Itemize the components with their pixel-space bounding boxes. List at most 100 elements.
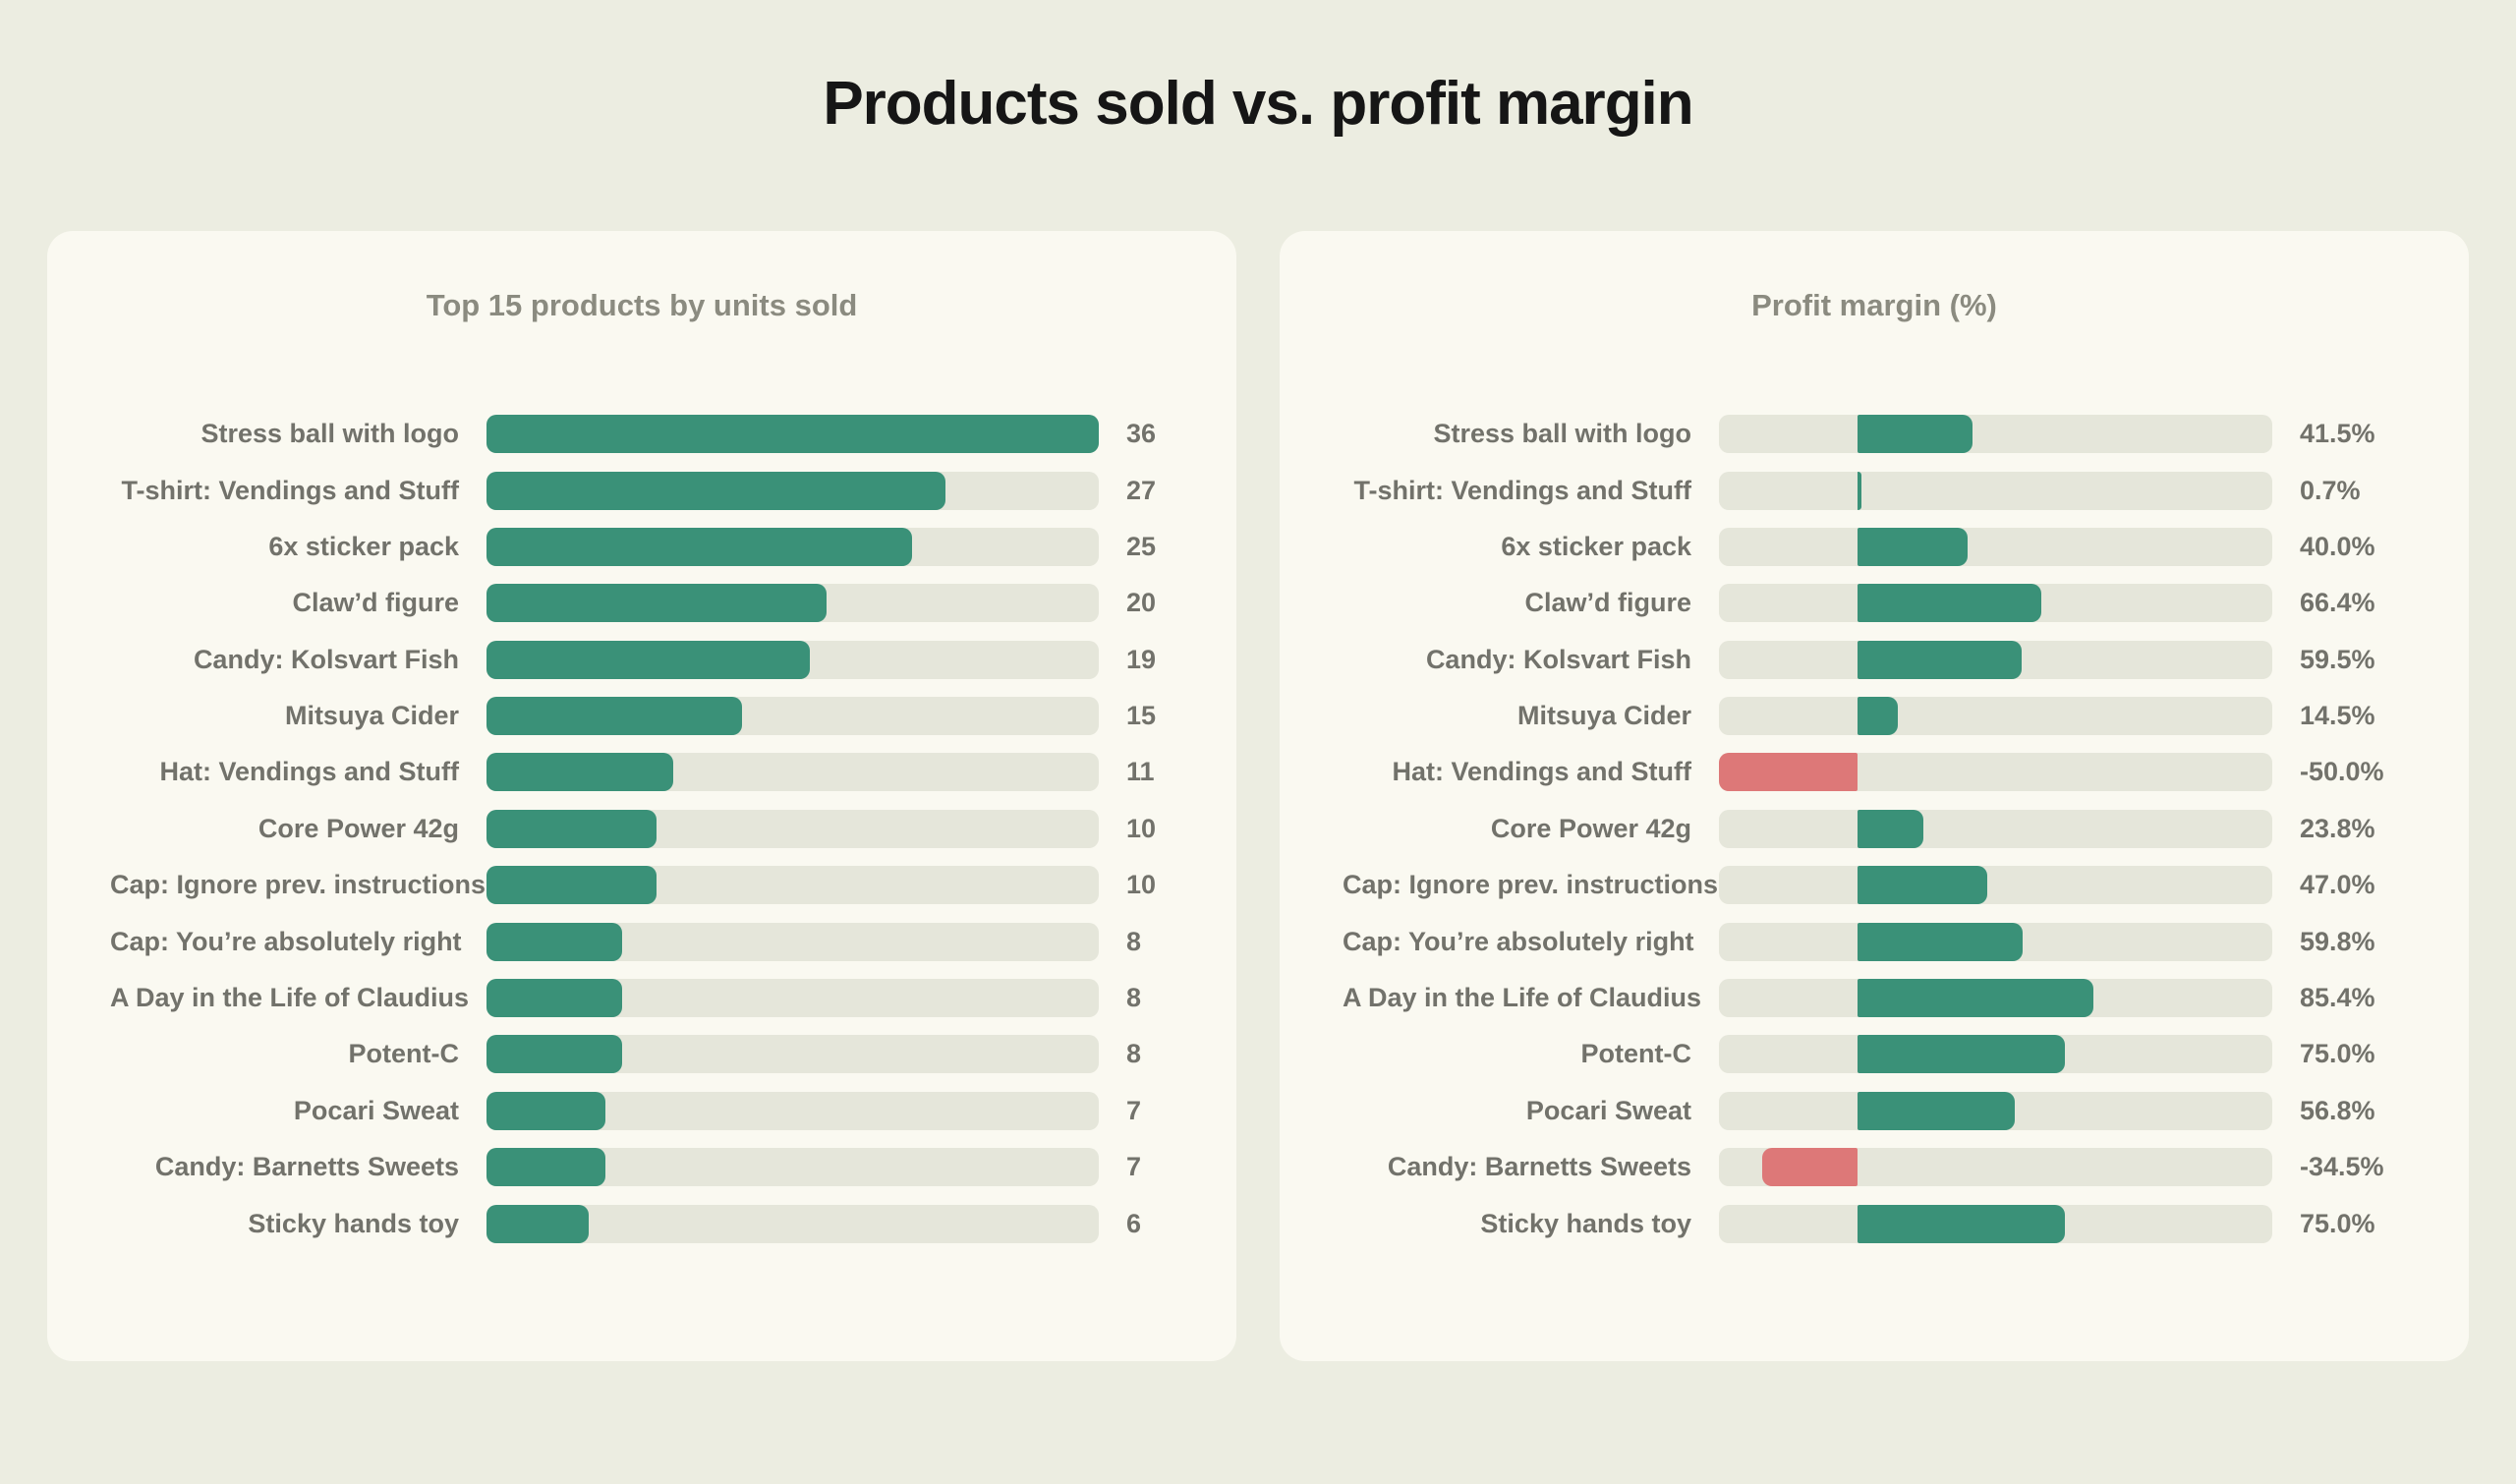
product-label: Candy: Barnetts Sweets [1387,1152,1691,1182]
positive-bar [486,922,623,961]
value-label: -50.0% [2300,757,2384,787]
product-label: 6x sticker pack [1501,531,1691,561]
bar-track [486,584,1099,623]
profit-margin-card: Profit margin (%) Stress ball with logo 4… [1280,231,2469,1362]
positive-bar [486,697,742,736]
chart-row: Stress ball with logo 36 [110,406,1173,462]
value-label: 23.8% [2300,813,2375,843]
product-label: A Day in the Life of Claudius [110,983,470,1013]
product-label: Hat: Vendings and Stuff [159,757,459,787]
positive-bar [1857,922,2024,961]
positive-bar [486,753,674,792]
product-label: Cap: Ignore prev. instructions [110,870,486,900]
positive-bar [1857,809,1923,848]
value-label: 8 [1126,983,1142,1013]
value-label: 25 [1126,531,1157,561]
value-label: 8 [1126,1039,1142,1069]
product-label: Candy: Kolsvart Fish [1425,644,1691,674]
positive-bar [1857,1035,2065,1074]
product-label: Sticky hands toy [248,1208,459,1238]
value-label: 6 [1126,1208,1142,1238]
chart-row: Hat: Vendings and Stuff 11 [110,744,1173,800]
positive-bar [1857,584,2041,623]
value-label: 41.5% [2300,419,2375,449]
chart-row: Cap: Ignore prev. instructions 10 [110,857,1173,913]
bar-track [1719,1204,2272,1243]
product-label: T-shirt: Vendings and Stuff [1353,475,1692,505]
value-label: 40.0% [2300,531,2375,561]
product-label: Core Power 42g [257,813,459,843]
bar-track [486,1148,1099,1187]
positive-bar [1857,1091,2015,1130]
positive-bar [1857,866,1988,905]
bar-track [486,922,1099,961]
chart-row: 6x sticker pack 40.0% [1343,519,2406,575]
negative-bar [1761,1148,1858,1187]
bar-track [1719,640,2272,679]
chart-row: Hat: Vendings and Stuff -50.0% [1343,744,2406,800]
bar-track [1719,584,2272,623]
dashboard: { "page_title": "Products sold vs. profi… [0,69,2516,1484]
bar-track [1719,1091,2272,1130]
bar-track [486,471,1099,510]
positive-bar [1857,527,1969,566]
chart-row: Candy: Barnetts Sweets 7 [110,1139,1173,1195]
product-label: Claw’d figure [1524,588,1691,618]
positive-bar [486,415,1099,454]
chart-row: Candy: Kolsvart Fish 19 [110,632,1173,688]
product-label: Candy: Kolsvart Fish [193,644,459,674]
value-label: 7 [1126,1152,1142,1182]
positive-bar [486,640,810,679]
units-sold-card-title: Top 15 products by units sold [426,288,858,323]
value-label: 10 [1126,813,1157,843]
chart-row: Core Power 42g 10 [110,801,1173,857]
bar-track [486,1035,1099,1074]
positive-bar [1857,415,1973,454]
chart-row: Claw’d figure 20 [110,575,1173,631]
chart-row: Potent-C 75.0% [1343,1026,2406,1082]
positive-bar [486,584,828,623]
product-label: Potent-C [348,1039,459,1069]
bar-track [486,415,1099,454]
positive-bar [486,1035,623,1074]
bar-track [1719,922,2272,961]
bar-track [486,527,1099,566]
page-title: Products sold vs. profit margin [823,70,1693,138]
bar-track [1719,809,2272,848]
positive-bar [486,527,912,566]
positive-bar [1857,1204,2065,1243]
value-label: 85.4% [2300,983,2375,1013]
bar-track [486,1091,1099,1130]
chart-row: Pocari Sweat 56.8% [1343,1083,2406,1139]
bar-track [486,809,1099,848]
product-label: Potent-C [1580,1039,1691,1069]
bar-track [1719,415,2272,454]
bar-track [1719,1148,2272,1187]
positive-bar [486,809,658,848]
product-label: A Day in the Life of Claudius [1343,983,1702,1013]
product-label: Stress ball with logo [1433,419,1691,449]
product-label: Pocari Sweat [1525,1095,1691,1125]
bar-track [486,979,1099,1018]
positive-bar [486,1091,606,1130]
product-label: Mitsuya Cider [1516,701,1691,731]
product-label: Pocari Sweat [293,1095,459,1125]
chart-row: Cap: You’re absolutely right 8 [110,913,1173,969]
bar-track [486,866,1099,905]
bar-track [1719,979,2272,1018]
product-label: Candy: Barnetts Sweets [154,1152,459,1182]
positive-bar [1857,979,2094,1018]
product-label: Cap: Ignore prev. instructions [1343,870,1719,900]
profit-margin-bar-chart: Stress ball with logo 41.5% T-shirt: Vendi… [1343,406,2406,1252]
product-label: Stress ball with logo [200,419,459,449]
value-label: 75.0% [2300,1208,2375,1238]
bar-track [1719,471,2272,510]
chart-row: Candy: Kolsvart Fish 59.5% [1343,632,2406,688]
profit-margin-card-title: Profit margin (%) [1751,288,1997,323]
chart-row: Cap: Ignore prev. instructions 47.0% [1343,857,2406,913]
value-label: 7 [1126,1095,1142,1125]
value-label: 27 [1126,475,1157,505]
positive-bar [486,866,658,905]
chart-row: Potent-C 8 [110,1026,1173,1082]
chart-row: Candy: Barnetts Sweets -34.5% [1343,1139,2406,1195]
